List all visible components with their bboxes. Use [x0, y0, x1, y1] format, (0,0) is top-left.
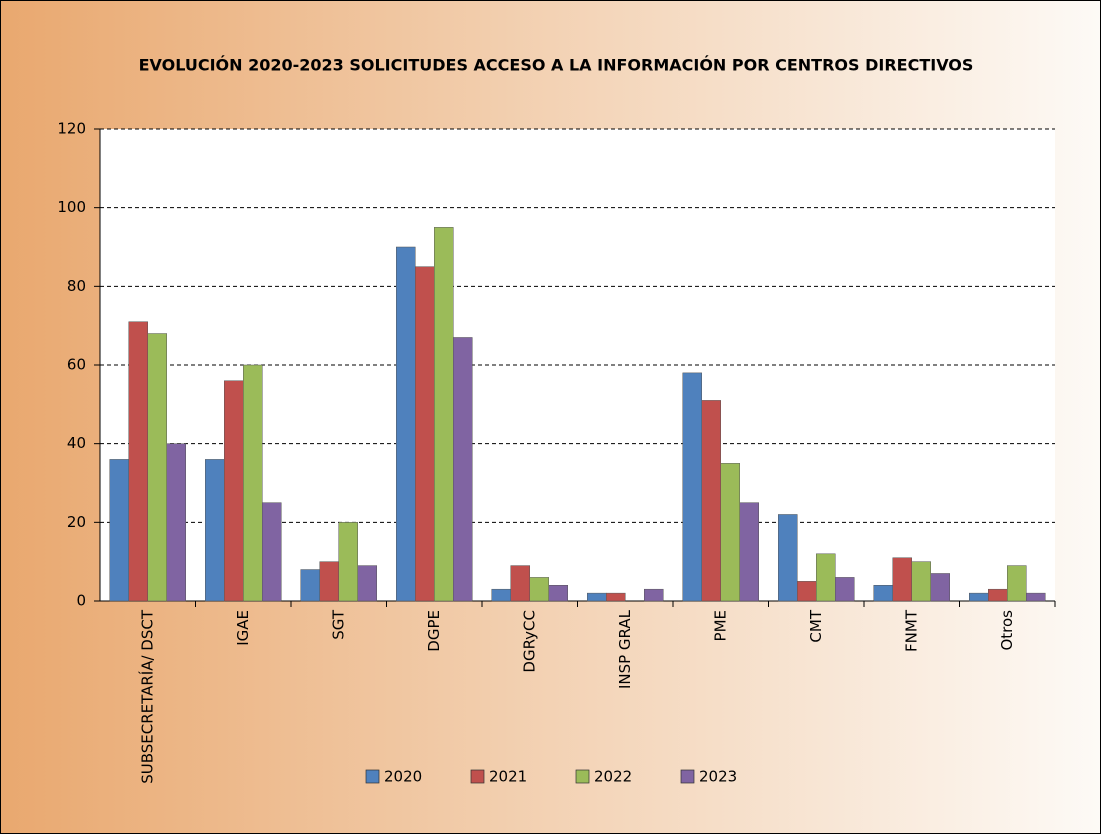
bar — [1026, 592, 1046, 602]
bar — [930, 573, 950, 602]
bar — [969, 592, 989, 602]
bar — [778, 514, 798, 602]
bar — [873, 585, 893, 602]
y-tick-label: 40 — [67, 434, 86, 452]
bar — [357, 565, 377, 602]
bar — [816, 553, 836, 602]
bar — [682, 372, 702, 602]
chart-title: EVOLUCIÓN 2020-2023 SOLICITUDES ACCESO A… — [139, 56, 974, 75]
bar — [415, 266, 435, 602]
bar — [109, 459, 129, 602]
bar — [491, 588, 511, 602]
legend-label: 2023 — [699, 768, 737, 786]
bar — [644, 588, 664, 602]
y-tick-label: 120 — [57, 120, 86, 138]
x-tick-label: FNMT — [902, 609, 920, 652]
y-tick-label: 80 — [67, 277, 86, 295]
bar — [835, 577, 855, 602]
bar — [988, 588, 1008, 602]
bar — [548, 585, 568, 602]
legend-swatch — [470, 769, 485, 784]
legend-swatch — [575, 769, 590, 784]
x-tick-label: DGPE — [425, 610, 443, 652]
x-tick-label: IGAE — [234, 610, 252, 646]
y-tick-label: 60 — [67, 356, 86, 374]
bar — [224, 380, 244, 602]
bar — [529, 577, 549, 602]
x-tick-label: Otros — [998, 610, 1016, 651]
bar — [453, 337, 473, 602]
bar — [205, 459, 225, 602]
legend-label: 2021 — [489, 768, 527, 786]
bar — [911, 561, 931, 602]
x-tick-label: DGRyCC — [520, 610, 538, 673]
bar — [128, 321, 148, 602]
x-tick-label: PME — [711, 610, 729, 641]
bar — [396, 246, 416, 602]
bar — [319, 561, 339, 602]
bar — [739, 502, 759, 602]
bar — [434, 227, 454, 602]
bar — [720, 463, 740, 602]
bar — [797, 581, 817, 602]
y-tick-label: 0 — [76, 592, 86, 610]
legend-swatch — [680, 769, 695, 784]
y-tick-label: 20 — [67, 513, 86, 531]
bar — [587, 592, 607, 602]
bar — [701, 400, 721, 602]
bar — [243, 364, 263, 602]
x-tick-label: INSP GRAL — [616, 609, 634, 689]
bar — [892, 557, 912, 602]
bar — [166, 443, 186, 602]
bar — [262, 502, 282, 602]
y-tick-label: 100 — [57, 198, 86, 216]
bar — [338, 522, 358, 602]
bar — [510, 565, 530, 602]
bar — [606, 592, 626, 602]
x-tick-label: SGT — [329, 609, 347, 640]
bar — [300, 569, 320, 602]
x-tick-label: SUBSECRETARÍA/ DSCT — [137, 609, 156, 784]
bar — [1007, 565, 1027, 602]
legend-label: 2020 — [384, 768, 422, 786]
legend-swatch — [365, 769, 380, 784]
legend-label: 2022 — [594, 768, 632, 786]
bar — [147, 333, 167, 602]
x-tick-label: CMT — [807, 609, 825, 642]
